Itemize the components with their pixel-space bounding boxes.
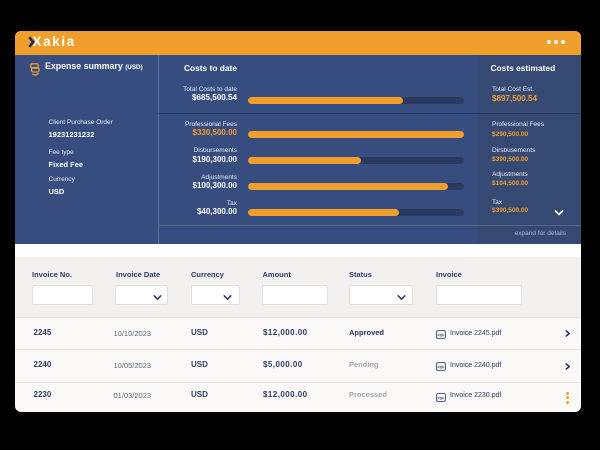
svg-text:PDF: PDF (438, 365, 445, 369)
svg-text:PDF: PDF (438, 396, 445, 400)
svg-text:PDF: PDF (438, 333, 445, 337)
